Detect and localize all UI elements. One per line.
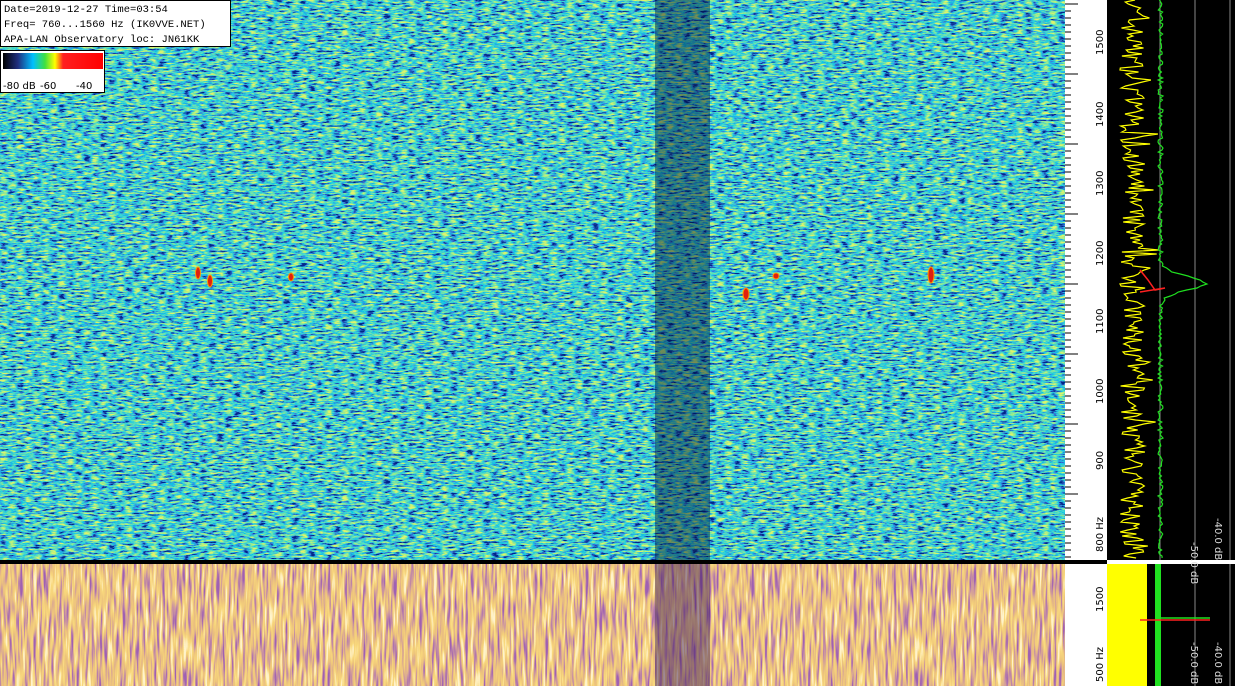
info-line: Freq= 760...1560 Hz (IK0VVE.NET) <box>4 19 206 31</box>
signal-blobs <box>195 266 935 301</box>
axis-strip <box>1065 0 1107 686</box>
blob <box>288 272 294 282</box>
freq-label: 1100 <box>1095 309 1106 334</box>
spectrum-yellow <box>1118 0 1159 559</box>
waterfall-bottom <box>0 564 1065 686</box>
db-label: -50.0 dB <box>1188 542 1199 584</box>
waterfall-top <box>0 0 1065 560</box>
blob <box>742 287 750 301</box>
freq-label: 1400 <box>1095 102 1106 127</box>
info-line: APA-LAN Observatory loc: JN61KK <box>4 34 200 46</box>
freq-label: 1000 <box>1095 379 1106 404</box>
freq-label: 1500 <box>1095 587 1106 612</box>
blob <box>927 266 935 284</box>
colorbar-label: -40 <box>76 81 92 92</box>
info-line: Date=2019-12-27 Time=03:54 <box>4 4 168 16</box>
db-label: -40.0 dB <box>1212 518 1223 560</box>
freq-label: 1300 <box>1095 171 1106 196</box>
blob <box>207 274 213 288</box>
divider <box>0 560 1065 564</box>
freq-label: 500 Hz <box>1095 647 1106 682</box>
freq-label: 1500 <box>1095 30 1106 55</box>
divider <box>1065 560 1107 564</box>
freq-label: 900 <box>1095 451 1106 470</box>
dark-band <box>655 564 710 686</box>
spectrum-green-bottom <box>1155 564 1161 686</box>
dark-band <box>655 0 710 560</box>
spectrum-yellow-bottom <box>1107 564 1147 686</box>
spectrum-green <box>1156 0 1209 559</box>
divider <box>1107 560 1235 564</box>
axis-ticks <box>1065 3 1078 558</box>
blob <box>772 272 780 280</box>
freq-label: 1200 <box>1095 241 1106 266</box>
freq-label: 800 Hz <box>1095 517 1106 552</box>
info-box <box>0 0 231 47</box>
colorbar-label: -80 dB <box>3 81 36 92</box>
colorbar <box>3 53 103 69</box>
db-label: -50.0 dB <box>1188 642 1199 684</box>
blob <box>195 266 201 280</box>
colorbar-label: -60 <box>40 81 56 92</box>
spectrum-red <box>1139 269 1166 293</box>
db-label: -40.0 dB <box>1212 642 1223 684</box>
